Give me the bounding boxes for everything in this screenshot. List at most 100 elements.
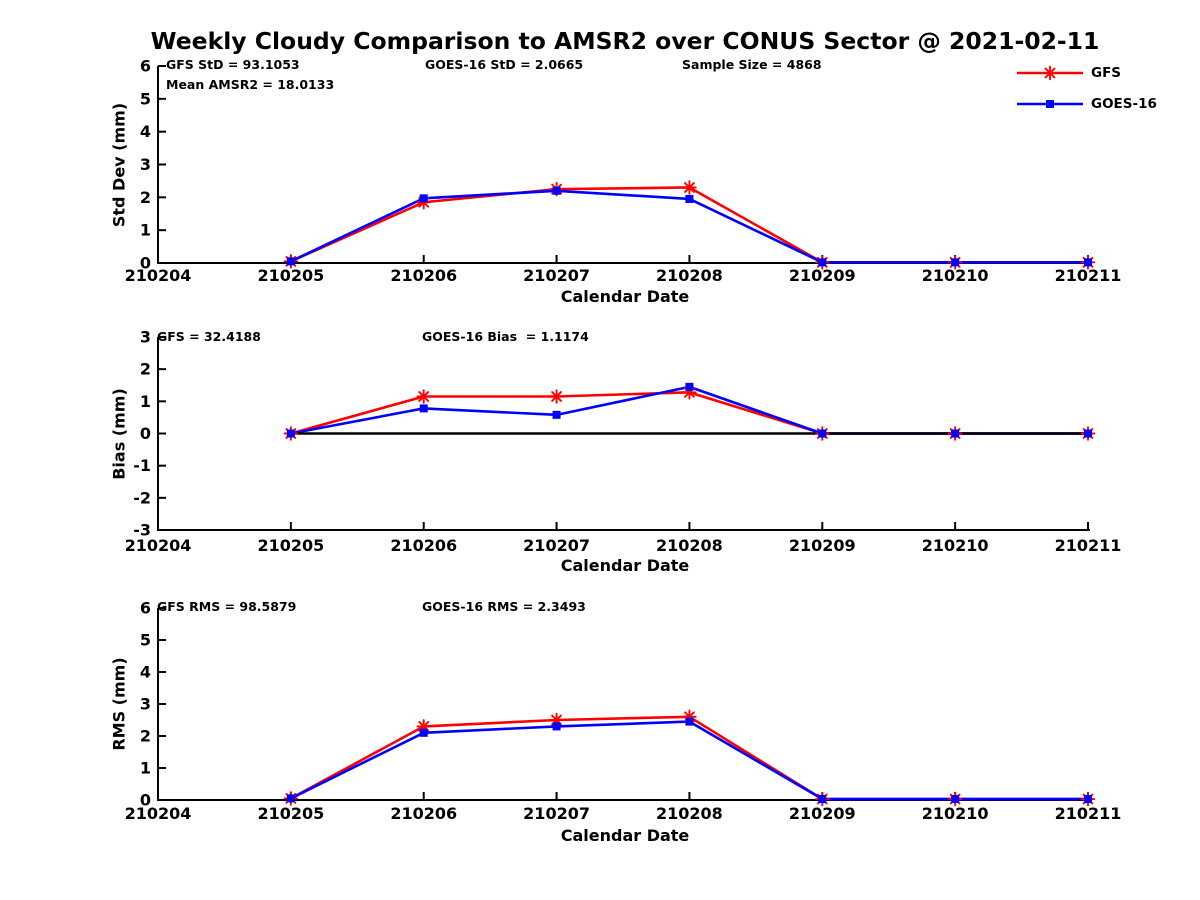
x-tick-label-rms: 210205 — [257, 804, 324, 823]
gfs-marker-rms — [815, 791, 830, 807]
goes-16-line-rms — [290, 720, 1088, 801]
gfs-marker-std-dev — [682, 180, 697, 195]
gfs-marker-bias — [416, 389, 431, 404]
xlabel-panel1: Calendar Date — [560, 287, 690, 306]
legend-label-goes16: GOES-16 — [1091, 96, 1157, 112]
gfs-line-asterisk-icon — [1017, 65, 1083, 81]
x-tick-label-bias: 210207 — [523, 536, 590, 555]
y-tick-label-rms: 3 — [140, 695, 151, 714]
gfs-marker-rms — [549, 712, 564, 728]
goes-16-marker-rms — [818, 795, 827, 804]
gfs-marker-bias — [682, 385, 697, 400]
gfs-marker-std-dev — [815, 255, 830, 270]
x-tick-label-rms: 210204 — [125, 804, 192, 823]
annotation-mean-amsr2: Mean AMSR2 = 18.0133 — [166, 77, 335, 92]
annotation-goes16-std: GOES-16 StD = 2.0665 — [425, 57, 584, 72]
gfs-marker-std-dev — [283, 254, 299, 269]
gfs-marker-rms — [1080, 791, 1096, 807]
y-tick-label-bias: -3 — [133, 521, 151, 540]
goes-16-marker-std-dev — [685, 194, 694, 203]
goes-16-line-bias — [290, 385, 1088, 435]
y-tick-label-rms: 2 — [140, 727, 151, 746]
chart-title: Weekly Cloudy Comparison to AMSR2 over C… — [150, 27, 1100, 55]
x-tick-label-std-dev: 210206 — [390, 266, 457, 285]
gfs-marker-bias — [1080, 426, 1096, 441]
goes-16-marker-bias — [685, 382, 694, 391]
x-tick-label-std-dev: 210204 — [125, 266, 192, 285]
goes-16-marker-std-dev — [552, 186, 561, 195]
gfs-marker-rms — [682, 709, 697, 725]
y-tick-label-std-dev: 4 — [140, 122, 151, 141]
x-tick-label-rms: 210207 — [523, 804, 590, 823]
gfs-marker-std-dev — [1080, 255, 1096, 270]
goes-16-marker-bias — [552, 410, 561, 419]
ylabel-bias: Bias (mm) — [109, 388, 129, 480]
x-tick-label-bias: 210211 — [1055, 536, 1122, 555]
x-tick-label-bias: 210204 — [125, 536, 192, 555]
legend-item-gfs: GFS — [1016, 65, 1121, 81]
y-tick-label-std-dev: 5 — [140, 89, 151, 108]
goes-16-marker-std-dev — [419, 194, 428, 203]
goes-16-marker-bias — [286, 429, 295, 438]
x-tick-label-rms: 210211 — [1055, 804, 1122, 823]
goes-16-marker-rms — [286, 794, 295, 803]
x-tick-label-std-dev: 210210 — [922, 266, 989, 285]
y-tick-label-std-dev: 0 — [140, 254, 151, 273]
gfs-marker-rms — [416, 719, 431, 734]
y-tick-label-bias: 2 — [140, 360, 151, 379]
x-tick-label-std-dev: 210208 — [656, 266, 723, 285]
y-tick-label-rms: 6 — [140, 599, 151, 618]
annotation-sample-size: Sample Size = 4868 — [682, 57, 822, 72]
y-tick-label-bias: -2 — [133, 488, 151, 507]
y-tick-label-std-dev: 1 — [140, 221, 151, 240]
gfs-line-bias — [290, 391, 1088, 435]
x-tick-label-std-dev: 210211 — [1055, 266, 1122, 285]
goes-16-marker-bias — [419, 404, 428, 413]
goes-16-marker-bias — [818, 429, 827, 438]
y-tick-label-bias: 0 — [140, 424, 151, 443]
goes-16-marker-std-dev — [286, 257, 295, 266]
goes-16-marker-std-dev — [818, 258, 827, 267]
x-tick-label-rms: 210206 — [390, 804, 457, 823]
goes-16-marker-rms — [1084, 795, 1092, 804]
gfs-marker-bias — [283, 426, 299, 441]
goes-16-marker-std-dev — [951, 258, 960, 267]
y-tick-label-bias: -1 — [133, 456, 151, 475]
y-tick-label-rms: 5 — [140, 631, 151, 650]
x-tick-label-bias: 210208 — [656, 536, 723, 555]
annotation-gfs-bias: GFS = 32.4188 — [157, 329, 261, 344]
goes-16-marker-rms — [552, 722, 561, 731]
x-tick-label-bias: 210206 — [390, 536, 457, 555]
gfs-marker-std-dev — [947, 255, 963, 270]
legend-marker-GFS — [1042, 65, 1058, 81]
y-tick-label-bias: 3 — [140, 328, 151, 347]
annotation-gfs-std: GFS StD = 93.1053 — [166, 57, 300, 72]
x-tick-label-rms: 210210 — [922, 804, 989, 823]
gfs-marker-rms — [947, 791, 963, 807]
legend-label-gfs: GFS — [1091, 65, 1122, 81]
ylabel-rms: RMS (mm) — [109, 657, 129, 751]
annotation-gfs-rms: GFS RMS = 98.5879 — [157, 599, 297, 614]
x-tick-label-bias: 210205 — [257, 536, 324, 555]
annotation-goes16-rms: GOES-16 RMS = 2.3493 — [422, 599, 586, 614]
gfs-marker-std-dev — [416, 195, 431, 210]
gfs-line-std-dev — [290, 186, 1088, 264]
y-tick-label-bias: 1 — [140, 392, 151, 411]
goes-16-marker-rms — [419, 728, 428, 737]
goes-16-marker-bias — [951, 429, 960, 438]
legend-item-goes16: GOES-16 — [1016, 96, 1157, 112]
panel-bias: -3 -2 -1 0 1 2 3 210204 210205 210206 210207 210208… — [125, 328, 1122, 556]
goes16-line-square-icon — [1017, 100, 1083, 108]
goes-16-marker-std-dev — [1084, 258, 1092, 267]
gfs-marker-rms — [283, 791, 299, 806]
gfs-marker-bias — [947, 426, 963, 441]
gfs-marker-std-dev — [549, 181, 564, 197]
annotation-goes16-bias: GOES-16 Bias = 1.1174 — [422, 329, 589, 344]
y-tick-label-rms: 0 — [140, 791, 151, 810]
y-tick-label-rms: 1 — [140, 759, 151, 778]
x-tick-label-rms: 210209 — [789, 804, 856, 823]
xlabel-panel2: Calendar Date — [560, 556, 690, 575]
x-tick-label-std-dev: 210209 — [789, 266, 856, 285]
gfs-marker-bias — [815, 426, 830, 441]
